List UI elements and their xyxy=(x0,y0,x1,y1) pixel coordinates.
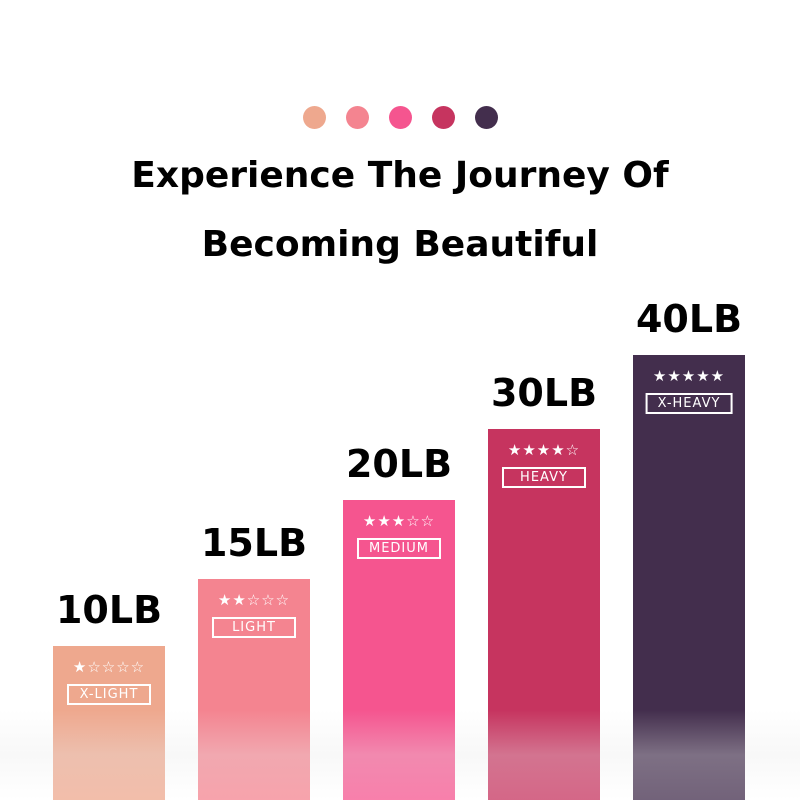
band-bar: ★★☆☆☆ LIGHT xyxy=(198,579,310,800)
level-badge: HEAVY xyxy=(502,467,586,488)
band-bar: ★★★☆☆ MEDIUM xyxy=(343,500,455,800)
color-dot xyxy=(431,106,455,129)
weight-label: 40LB xyxy=(635,297,743,341)
band-bar: ★☆☆☆☆ X-LIGHT xyxy=(53,646,165,800)
star-rating: ★★☆☆☆ xyxy=(217,591,291,609)
level-badge: X-HEAVY xyxy=(645,393,733,414)
color-dot xyxy=(345,106,369,129)
color-dot xyxy=(302,106,326,129)
weight-label: 20LB xyxy=(345,442,453,486)
star-rating: ★★★☆☆ xyxy=(362,512,436,530)
weight-label: 30LB xyxy=(490,371,598,415)
band-bar: ★★★★★ X-HEAVY xyxy=(633,355,745,800)
level-badge: MEDIUM xyxy=(356,538,442,559)
band-bar: ★★★★☆ HEAVY xyxy=(488,429,600,800)
weight-label: 15LB xyxy=(200,521,308,565)
star-rating: ★★★★☆ xyxy=(507,441,581,459)
star-rating: ★★★★★ xyxy=(652,367,726,385)
level-badge: LIGHT xyxy=(212,617,296,638)
color-dots xyxy=(0,106,800,129)
level-badge: X-LIGHT xyxy=(67,684,151,705)
color-dot xyxy=(474,106,498,129)
weight-label: 10LB xyxy=(55,588,163,632)
color-dot xyxy=(388,106,412,129)
star-rating: ★☆☆☆☆ xyxy=(72,658,146,676)
headline-line-2: Becoming Beautiful xyxy=(201,224,599,265)
headline-line-1: Experience The Journey Of xyxy=(131,155,669,196)
